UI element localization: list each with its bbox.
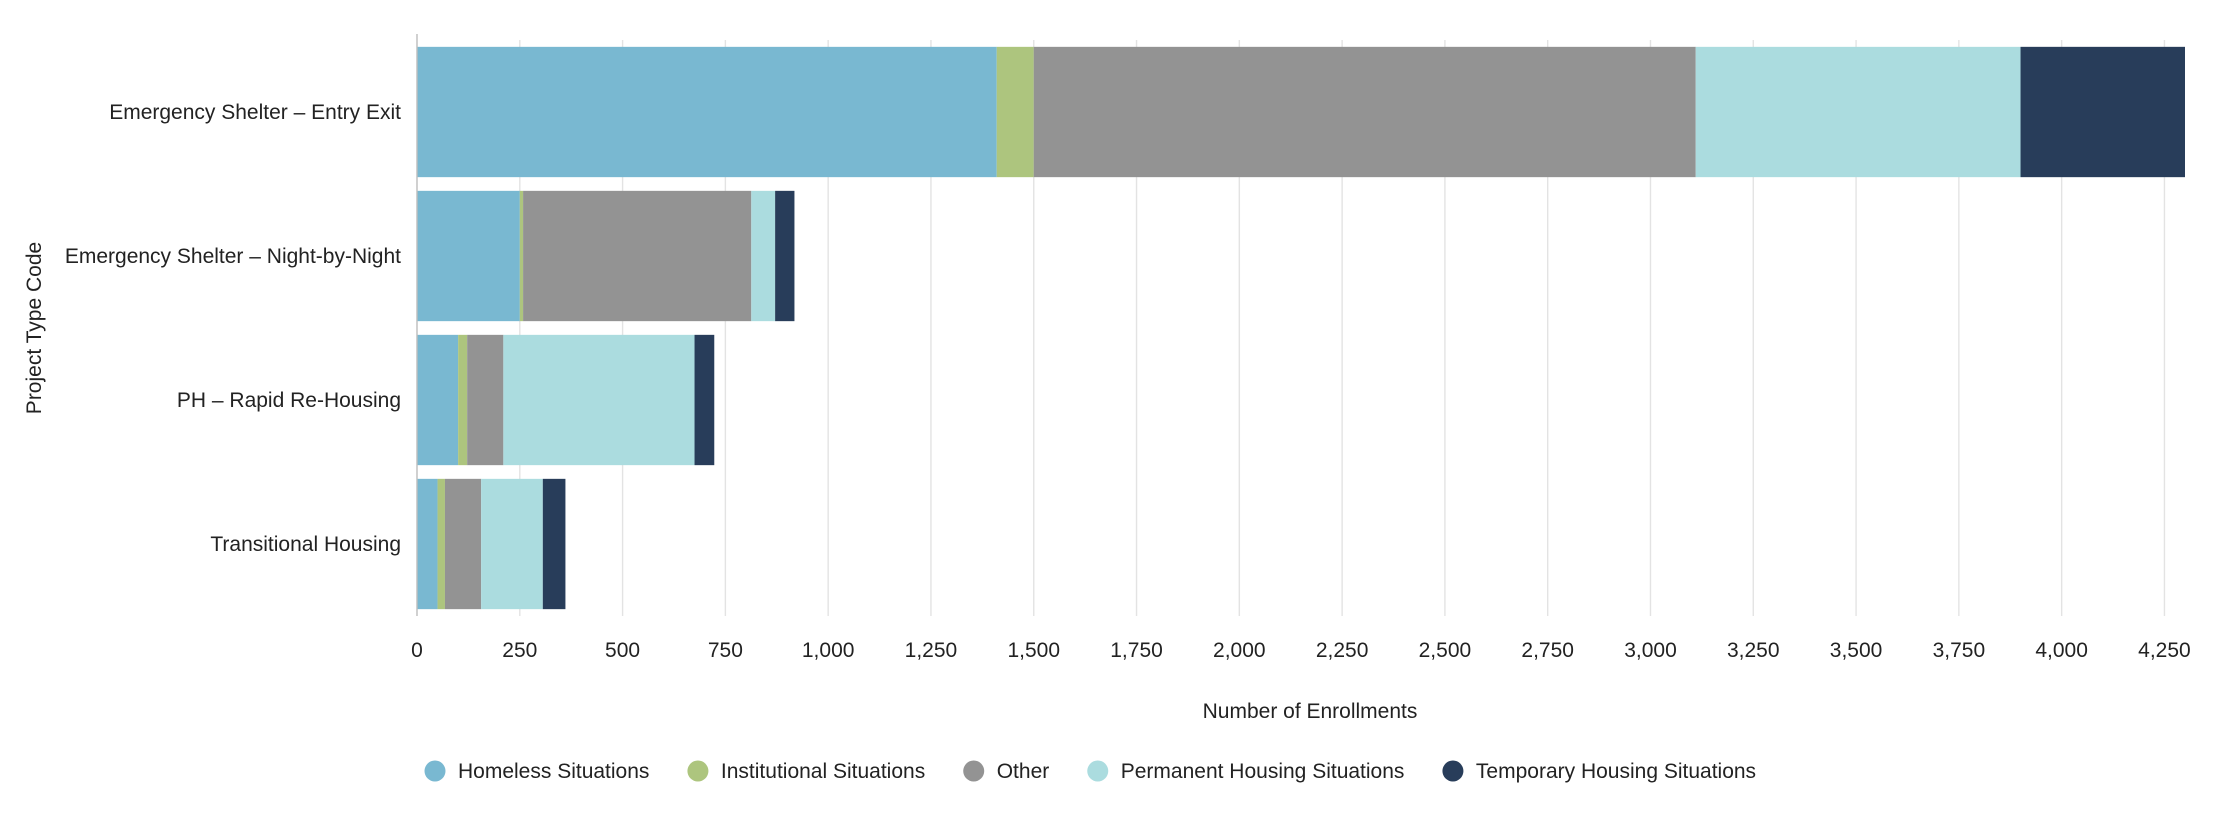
- x-tick-label: 500: [605, 639, 640, 662]
- bar-institutional-situations[interactable]: [437, 478, 445, 610]
- x-tick-label: 1,750: [1110, 639, 1163, 662]
- bar-homeless-situations[interactable]: [417, 190, 520, 322]
- bar-other[interactable]: [523, 190, 752, 322]
- bar-other[interactable]: [467, 334, 504, 466]
- x-tick-label: 1,250: [905, 639, 958, 662]
- legend-label[interactable]: Temporary Housing Situations: [1476, 760, 1756, 783]
- legend-marker-institutional-situations[interactable]: [687, 760, 709, 782]
- bar-institutional-situations[interactable]: [519, 190, 524, 322]
- legend-label[interactable]: Institutional Situations: [721, 760, 925, 783]
- y-category-label: PH – Rapid Re-Housing: [177, 389, 401, 412]
- bar-temporary-housing-situations[interactable]: [542, 478, 566, 610]
- x-tick-label: 3,750: [1933, 639, 1986, 662]
- legend-marker-other[interactable]: [963, 760, 985, 782]
- y-category-label: Emergency Shelter – Entry Exit: [109, 101, 401, 124]
- x-tick-label: 4,250: [2138, 639, 2191, 662]
- x-tick-label: 1,000: [802, 639, 855, 662]
- x-tick-label: 2,250: [1316, 639, 1369, 662]
- bar-permanent-housing-situations[interactable]: [751, 190, 776, 322]
- bar-permanent-housing-situations[interactable]: [481, 478, 543, 610]
- x-tick-label: 4,000: [2035, 639, 2088, 662]
- bar-institutional-situations[interactable]: [458, 334, 468, 466]
- bar-temporary-housing-situations[interactable]: [775, 190, 795, 322]
- y-axis-title: Project Type Code: [23, 242, 46, 414]
- bar-institutional-situations[interactable]: [996, 46, 1034, 178]
- bar-homeless-situations[interactable]: [417, 478, 438, 610]
- legend-marker-temporary-housing-situations[interactable]: [1442, 760, 1464, 782]
- x-tick-label: 750: [708, 639, 743, 662]
- legend-label[interactable]: Homeless Situations: [458, 760, 649, 783]
- bar-temporary-housing-situations[interactable]: [694, 334, 715, 466]
- x-tick-label: 250: [502, 639, 537, 662]
- x-tick-label: 3,500: [1830, 639, 1883, 662]
- bar-homeless-situations[interactable]: [417, 46, 997, 178]
- bar-permanent-housing-situations[interactable]: [1695, 46, 2021, 178]
- axis-layer: 0 250 500 750 1,000 1,250 1,500 1,750 2,000 2,250…: [65, 34, 2191, 662]
- x-tick-label: 3,000: [1624, 639, 1677, 662]
- bars-layer: [417, 46, 2185, 610]
- bar-homeless-situations[interactable]: [417, 334, 459, 466]
- x-tick-label: 3,250: [1727, 639, 1780, 662]
- x-tick-label: 0: [411, 639, 423, 662]
- x-tick-label: 2,500: [1419, 639, 1472, 662]
- legend-marker-permanent-housing-situations[interactable]: [1087, 760, 1109, 782]
- bar-other[interactable]: [444, 478, 482, 610]
- legend-label[interactable]: Other: [997, 760, 1050, 783]
- x-axis-title: Number of Enrollments: [1203, 700, 1418, 723]
- x-tick-label: 1,500: [1007, 639, 1060, 662]
- bar-temporary-housing-situations[interactable]: [2020, 46, 2185, 178]
- bar-permanent-housing-situations[interactable]: [503, 334, 695, 466]
- y-category-label: Emergency Shelter – Night-by-Night: [65, 245, 401, 268]
- bar-other[interactable]: [1033, 46, 1696, 178]
- y-category-label: Transitional Housing: [210, 533, 401, 556]
- legend-marker-homeless-situations[interactable]: [424, 760, 446, 782]
- x-tick-label: 2,000: [1213, 639, 1266, 662]
- legend: Homeless Situations Institutional Situati…: [424, 760, 1756, 783]
- legend-label[interactable]: Permanent Housing Situations: [1121, 760, 1405, 783]
- x-tick-label: 2,750: [1521, 639, 1574, 662]
